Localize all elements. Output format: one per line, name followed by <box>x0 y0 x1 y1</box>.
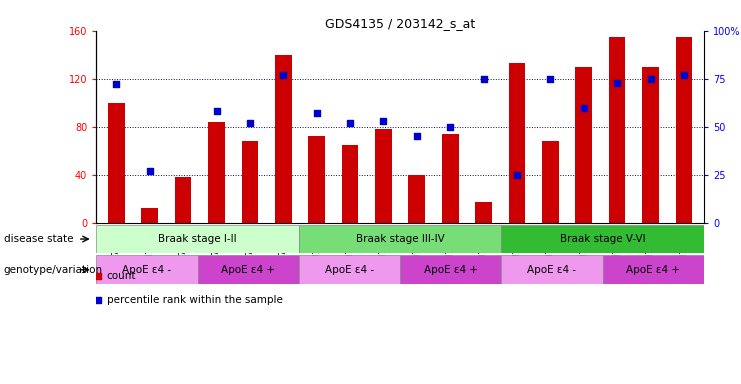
Point <box>645 76 657 82</box>
Bar <box>96 225 299 253</box>
Point <box>411 133 423 139</box>
Bar <box>408 175 425 223</box>
Bar <box>96 255 198 284</box>
Bar <box>576 67 592 223</box>
Text: count: count <box>107 271 136 281</box>
Bar <box>299 255 400 284</box>
Point <box>344 120 356 126</box>
Bar <box>375 129 392 223</box>
Point <box>277 72 289 78</box>
Point <box>310 110 322 116</box>
Text: Braak stage III-IV: Braak stage III-IV <box>356 234 445 244</box>
Bar <box>609 37 625 223</box>
Text: percentile rank within the sample: percentile rank within the sample <box>107 295 282 305</box>
Bar <box>142 208 158 223</box>
Bar <box>642 67 659 223</box>
Bar <box>275 55 292 223</box>
Bar <box>508 63 525 223</box>
Point <box>144 168 156 174</box>
Bar <box>175 177 191 223</box>
Text: Braak stage I-II: Braak stage I-II <box>159 234 237 244</box>
Point <box>478 76 490 82</box>
Text: ApoE ε4 -: ApoE ε4 - <box>528 265 576 275</box>
Text: disease state: disease state <box>4 234 73 244</box>
Point <box>92 297 104 303</box>
Point <box>678 72 690 78</box>
Point <box>210 108 222 114</box>
Text: genotype/variation: genotype/variation <box>4 265 103 275</box>
Text: ApoE ε4 +: ApoE ε4 + <box>424 265 478 275</box>
Bar <box>442 134 459 223</box>
Text: ApoE ε4 -: ApoE ε4 - <box>122 265 171 275</box>
Point <box>110 81 122 88</box>
Bar <box>502 225 704 253</box>
Point <box>244 120 256 126</box>
Point <box>511 172 523 178</box>
Point <box>545 76 556 82</box>
Point <box>445 124 456 130</box>
Point <box>578 104 590 111</box>
Bar <box>676 37 692 223</box>
Bar <box>308 136 325 223</box>
Bar <box>108 103 124 223</box>
Bar <box>242 141 259 223</box>
Text: ApoE ε4 +: ApoE ε4 + <box>222 265 275 275</box>
Bar <box>602 255 704 284</box>
Bar <box>542 141 559 223</box>
Bar <box>299 225 502 253</box>
Title: GDS4135 / 203142_s_at: GDS4135 / 203142_s_at <box>325 17 475 30</box>
Bar <box>502 255 602 284</box>
Text: ApoE ε4 +: ApoE ε4 + <box>626 265 680 275</box>
Text: ApoE ε4 -: ApoE ε4 - <box>325 265 374 275</box>
Text: Braak stage V-VI: Braak stage V-VI <box>560 234 645 244</box>
Point <box>611 79 623 86</box>
Bar <box>400 255 502 284</box>
Point <box>377 118 389 124</box>
Bar <box>208 122 225 223</box>
Bar <box>475 202 492 223</box>
Bar <box>198 255 299 284</box>
Bar <box>342 145 359 223</box>
Point <box>92 273 104 279</box>
